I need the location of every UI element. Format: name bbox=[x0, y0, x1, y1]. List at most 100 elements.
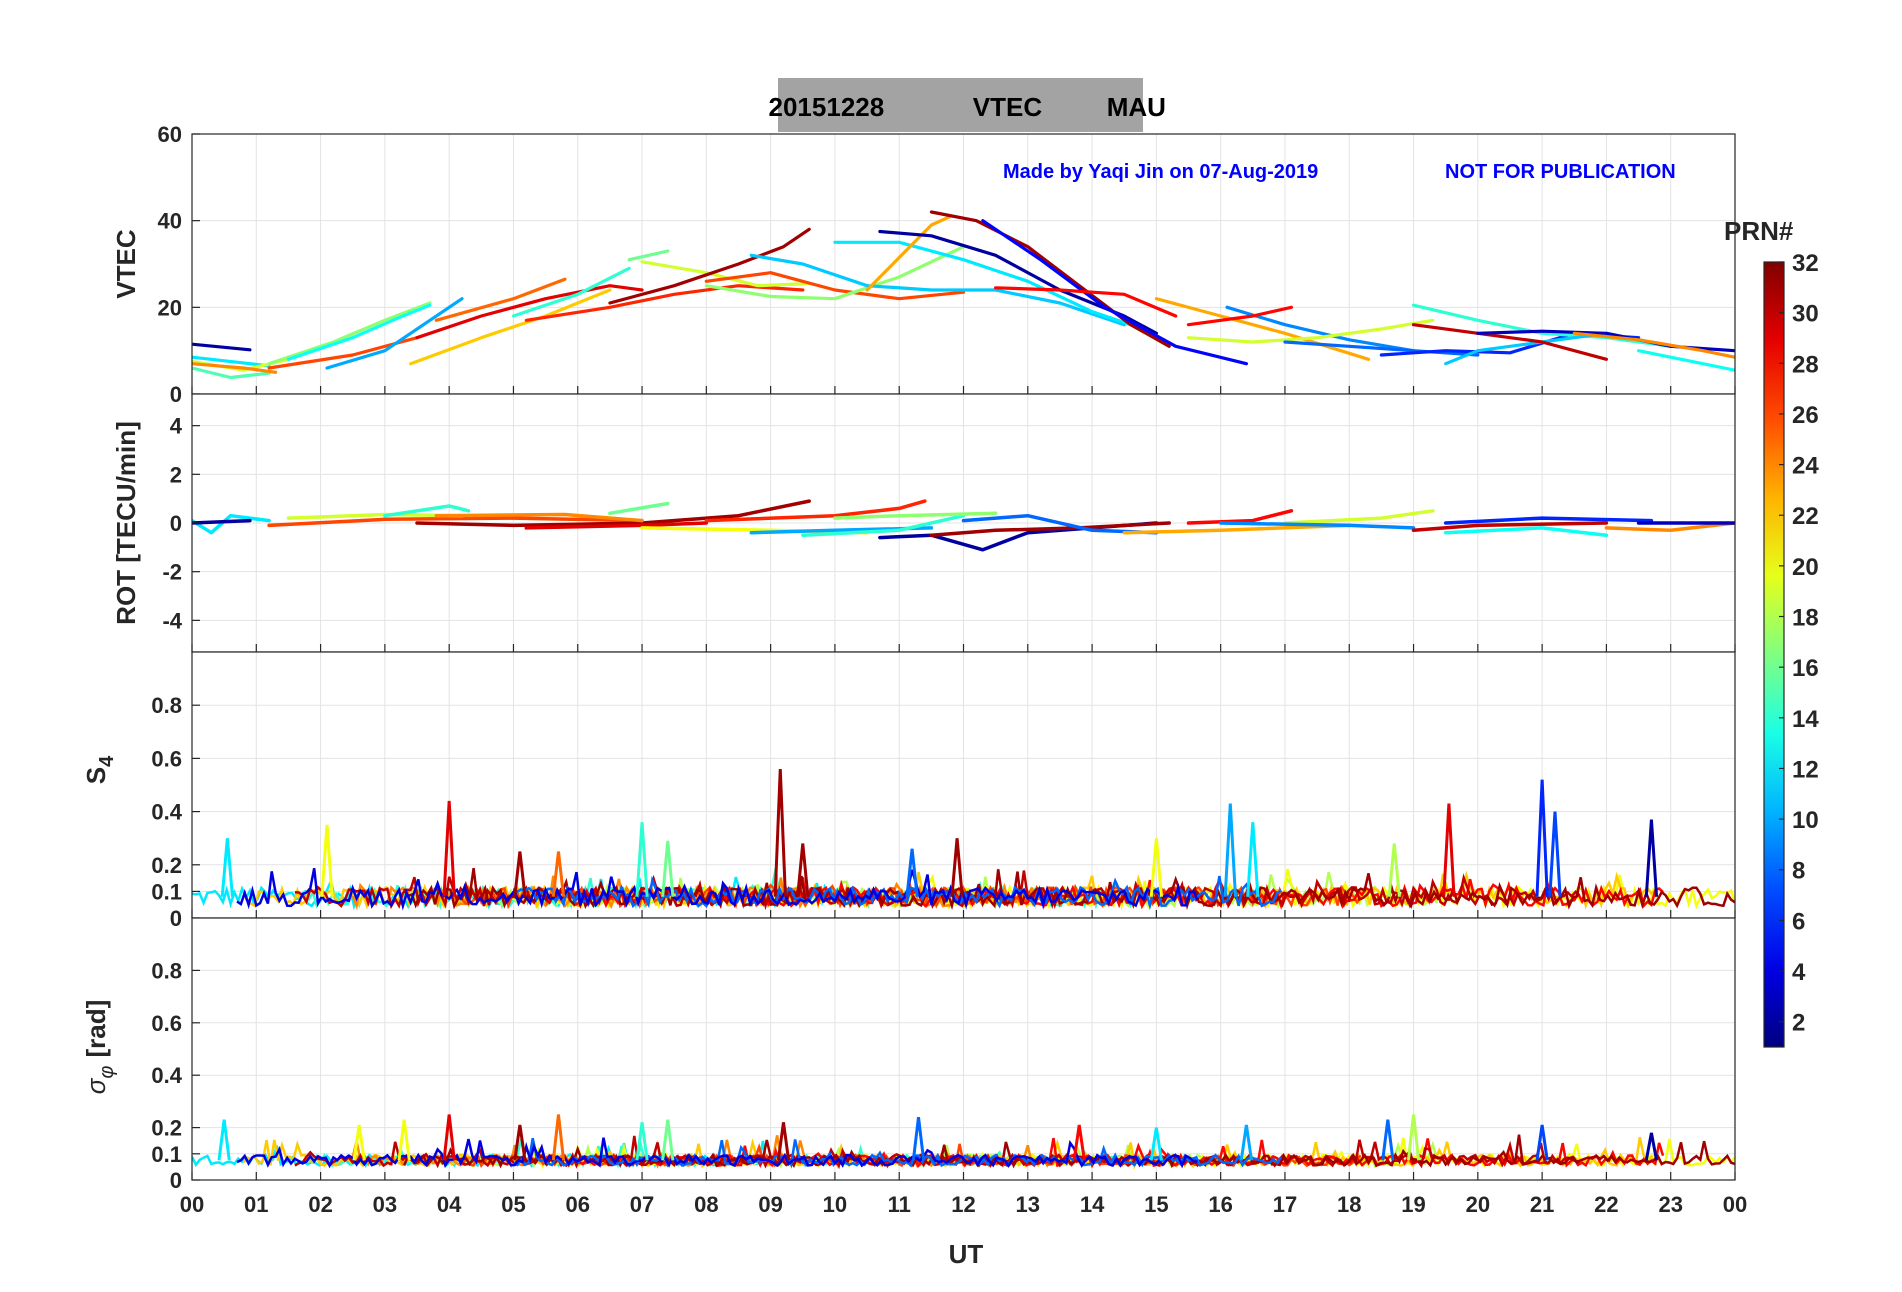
x-tick-label: 12 bbox=[951, 1192, 975, 1217]
colorbar-tick-label: 2 bbox=[1792, 1010, 1805, 1037]
series-prn-31 bbox=[929, 521, 1171, 537]
spike-prn-14 bbox=[635, 1122, 649, 1161]
y-axis-label: σφ[rad] bbox=[81, 1000, 118, 1095]
y-tick-label: 0.4 bbox=[151, 800, 182, 825]
y-tick-label: 60 bbox=[158, 122, 182, 147]
x-tick-label: 23 bbox=[1658, 1192, 1682, 1217]
series-prn-26 bbox=[704, 271, 966, 301]
x-tick-label: 10 bbox=[823, 1192, 847, 1217]
series-prn-23 bbox=[865, 214, 953, 292]
baseline-prn-31 bbox=[403, 1134, 1735, 1169]
x-tick-label: 18 bbox=[1337, 1192, 1361, 1217]
spike-prn-31 bbox=[950, 838, 964, 897]
spike-prn-7 bbox=[1535, 1124, 1549, 1161]
x-tick-label: 17 bbox=[1273, 1192, 1297, 1217]
series-prn-13 bbox=[286, 303, 432, 361]
series-prn-19 bbox=[1283, 509, 1435, 525]
colorbar-tick-label: 26 bbox=[1792, 402, 1819, 429]
y-tick-label: 0.8 bbox=[151, 958, 182, 983]
colorbar-tick-label: 10 bbox=[1792, 807, 1819, 834]
title-station: MAU bbox=[1107, 92, 1166, 122]
series-prn-25 bbox=[434, 277, 567, 322]
colorbar-tick-label: 16 bbox=[1792, 655, 1819, 682]
series-prn-12 bbox=[192, 355, 271, 368]
y-tick-label: -4 bbox=[162, 608, 182, 633]
panel-s4: 00.10.2 0.4 0.6 0.8 S4 bbox=[81, 651, 1736, 931]
series-prn-13 bbox=[1443, 526, 1609, 537]
colorbar-tick-label: 14 bbox=[1792, 706, 1819, 733]
series-prn-12 bbox=[192, 513, 271, 535]
x-tick-label: 08 bbox=[694, 1192, 718, 1217]
spike-prn-20 bbox=[1149, 838, 1164, 897]
series-prn-11 bbox=[749, 253, 1126, 327]
colorbar-tick-label: 28 bbox=[1792, 351, 1819, 378]
series-prn-31 bbox=[929, 210, 1171, 348]
series-prn-14 bbox=[1411, 303, 1673, 348]
x-tick-label: 05 bbox=[501, 1192, 525, 1217]
series-prn-16 bbox=[608, 501, 670, 516]
spike-prn-8 bbox=[911, 1116, 926, 1161]
series-prn-28 bbox=[993, 286, 1178, 318]
s4-data bbox=[192, 768, 1735, 911]
author-note: Made by Yaqi Jin on 07-Aug-2019 bbox=[1003, 161, 1318, 183]
sigma_phi-data bbox=[192, 1114, 1735, 1171]
x-tick-label: 15 bbox=[1144, 1192, 1168, 1217]
y-tick-label: 2 bbox=[170, 462, 182, 487]
spike-prn-8 bbox=[905, 848, 919, 897]
vtec-data bbox=[192, 210, 1735, 380]
colorbar-tick-label: 8 bbox=[1792, 858, 1805, 885]
series-prn-2 bbox=[192, 518, 252, 525]
x-tick-label: 11 bbox=[888, 1192, 911, 1217]
spike-prn-29 bbox=[442, 800, 456, 897]
series-prn-16 bbox=[627, 249, 670, 262]
x-tick-label: 09 bbox=[758, 1192, 782, 1217]
y-tick-label: 0.4 bbox=[151, 1063, 182, 1088]
publication-warning: NOT FOR PUBLICATION bbox=[1445, 161, 1676, 183]
colorbar-tick-label: 6 bbox=[1792, 908, 1805, 935]
panel-sigma_phi: 00.10.2 0.4 0.6 0.8 σφ[rad] 00 01 02 03 04 05 06 07 0… bbox=[81, 917, 1747, 1217]
spike-prn-6 bbox=[1535, 779, 1549, 897]
series-prn-17 bbox=[267, 301, 432, 366]
y-tick-label: 0.2 bbox=[151, 1116, 182, 1141]
series-prn-31 bbox=[608, 227, 811, 305]
x-tick-label: 03 bbox=[373, 1192, 397, 1217]
colorbar-tick-label: 32 bbox=[1792, 250, 1819, 277]
y-tick-label: 0 bbox=[170, 382, 182, 407]
spike-prn-20 bbox=[352, 1124, 366, 1161]
spike-prn-2 bbox=[1644, 819, 1659, 897]
series-prn-31 bbox=[415, 499, 811, 528]
series-prn-28 bbox=[1186, 509, 1294, 525]
y-tick-label: 0 bbox=[170, 906, 182, 931]
spike-prn-20 bbox=[320, 824, 334, 897]
series-prn-17 bbox=[833, 511, 998, 520]
y-axis-label: ROT [TECU/min] bbox=[111, 421, 141, 625]
x-tick-label: 04 bbox=[437, 1192, 462, 1217]
series-prn-14 bbox=[383, 504, 471, 518]
x-tick-label: 02 bbox=[308, 1192, 332, 1217]
spike-prn-31 bbox=[773, 768, 787, 897]
x-axis-label: UT bbox=[949, 1239, 984, 1269]
title-quantity: VTEC bbox=[973, 92, 1043, 122]
spike-prn-12 bbox=[1149, 1127, 1164, 1161]
series-prn-14 bbox=[511, 266, 631, 318]
spike-prn-29 bbox=[1442, 803, 1456, 897]
y-tick-label: 0.6 bbox=[151, 1011, 182, 1036]
y-axis-label: VTEC bbox=[111, 229, 141, 299]
colorbar-tick-label: 18 bbox=[1792, 605, 1819, 632]
colorbar-gradient bbox=[1763, 261, 1785, 1048]
spike-prn-31 bbox=[513, 851, 527, 897]
spike-prn-12 bbox=[217, 1119, 231, 1161]
title-box: 20151228 VTEC MAU bbox=[769, 78, 1166, 132]
spike-prn-28 bbox=[1072, 1124, 1086, 1161]
x-tick-label: 06 bbox=[566, 1192, 590, 1217]
spike-prn-16 bbox=[661, 840, 675, 897]
x-tick-label: 13 bbox=[1016, 1192, 1040, 1217]
spike-prn-29 bbox=[442, 1114, 456, 1161]
series-prn-24 bbox=[1572, 331, 1735, 359]
spike-prn-14 bbox=[635, 822, 649, 897]
series-prn-24 bbox=[434, 512, 644, 523]
y-tick-label: 0.1 bbox=[151, 879, 182, 904]
